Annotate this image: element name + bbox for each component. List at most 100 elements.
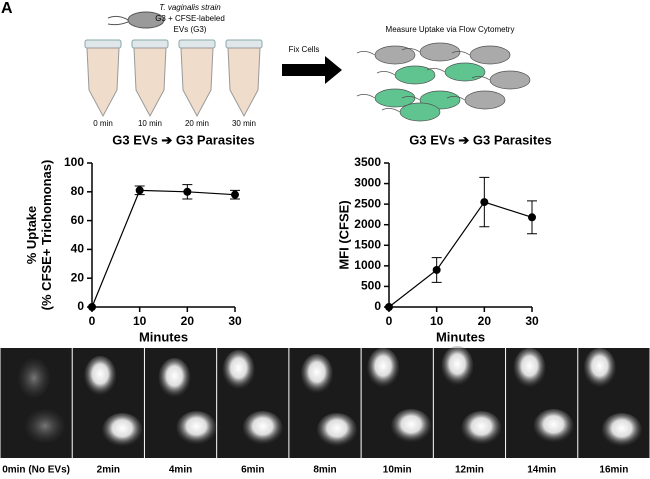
point <box>135 186 144 195</box>
flagella <box>376 71 396 76</box>
cell-image <box>316 413 357 447</box>
micrograph-label: 8min <box>313 465 336 476</box>
panel-label: A <box>1 0 13 17</box>
cell-image <box>441 346 474 386</box>
x-tick-label: 30 <box>228 314 242 328</box>
cell-image <box>84 356 117 396</box>
y-tick-label: 0 <box>374 299 381 313</box>
cell-image <box>583 348 616 388</box>
x-tick-label: 10 <box>133 314 147 328</box>
y-tick-label: 3500 <box>354 155 381 169</box>
y-tick-label: 2000 <box>354 217 381 231</box>
strain-text: G3 + CFSE-labeled <box>155 14 225 23</box>
micrograph-label: 6min <box>241 465 264 476</box>
x-axis-label: Minutes <box>139 329 188 344</box>
tubes: 0 min 10 min 20 min 30 min <box>84 39 263 128</box>
cell-image <box>222 350 255 390</box>
y-tick-label: 20 <box>71 270 85 284</box>
x-tick-label: 0 <box>386 314 393 328</box>
point <box>183 187 192 196</box>
flagella <box>451 51 471 56</box>
y-tick-label: 80 <box>71 184 85 198</box>
x-tick-label: 10 <box>430 314 444 328</box>
cell <box>394 65 436 85</box>
tube <box>180 47 214 118</box>
y-tick-label: 1500 <box>354 237 381 251</box>
micrograph-label: 16min <box>599 465 628 476</box>
flagella <box>426 68 446 73</box>
micrograph-label: 14min <box>527 465 556 476</box>
cell <box>399 102 441 122</box>
flagella <box>381 108 401 113</box>
strain-text: T. vaginalis strain <box>159 3 221 12</box>
y-tick-label: 0 <box>77 299 84 313</box>
micrograph-label: 4min <box>169 465 192 476</box>
cell-image <box>513 348 546 388</box>
tube-label: 20 min <box>185 119 209 128</box>
micrograph-label: 10min <box>383 465 412 476</box>
tube <box>227 47 261 118</box>
cell-image <box>367 348 400 388</box>
cell-image <box>176 411 217 445</box>
flagella <box>356 94 376 99</box>
flagella <box>401 96 421 101</box>
x-tick-label: 20 <box>478 314 492 328</box>
y-axis-label: (% CFSE+ Trichomonas) <box>39 160 54 311</box>
cell-image <box>158 358 191 398</box>
micrograph-label: 12min <box>455 465 484 476</box>
tube <box>86 47 120 118</box>
point <box>432 265 441 274</box>
cell-image <box>391 409 432 443</box>
flagella <box>446 96 466 101</box>
x-tick-label: 20 <box>181 314 195 328</box>
tube-cap <box>225 39 263 49</box>
chart-title: G3 EVs ➔ G3 Parasites <box>409 132 551 147</box>
y-tick-label: 1000 <box>354 258 381 272</box>
y-tick-label: 3000 <box>354 176 381 190</box>
cell <box>469 45 511 65</box>
strain-text: EVs (G3) <box>174 25 207 34</box>
x-tick-label: 30 <box>525 314 539 328</box>
point <box>88 303 96 311</box>
point <box>480 198 489 207</box>
y-tick-label: 40 <box>71 242 85 256</box>
cell-image <box>242 411 283 445</box>
y-tick-label: 100 <box>64 155 84 169</box>
tube-label: 10 min <box>138 119 162 128</box>
x-tick-label: 0 <box>89 314 96 328</box>
cell <box>464 90 506 110</box>
line <box>91 189 236 308</box>
tube-cap <box>84 39 122 49</box>
flagella <box>401 48 421 53</box>
cell-cluster <box>356 42 531 122</box>
schematic: 0 min 10 min 20 min 30 min <box>84 11 531 128</box>
y-axis-label: % Uptake <box>24 206 39 265</box>
point <box>528 213 536 222</box>
cell-image <box>25 409 65 443</box>
chart-title: G3 EVs ➔ G3 Parasites <box>112 132 254 147</box>
cell-image <box>102 413 143 447</box>
micrograph-label: 2min <box>97 465 120 476</box>
tube-cap <box>178 39 216 49</box>
cell-image <box>461 411 502 445</box>
point <box>231 190 239 199</box>
tube-cap <box>131 39 169 49</box>
cell <box>489 70 531 90</box>
measure-label: Measure Uptake via Flow Cytometry <box>386 25 515 34</box>
y-tick-label: 2500 <box>354 196 381 210</box>
cell-image <box>18 358 50 398</box>
y-axis-label: MFI (CFSE) <box>336 200 351 269</box>
cell-image <box>533 409 574 443</box>
cell-image <box>601 413 642 447</box>
micrograph-label: 0min (No EVs) <box>2 465 70 476</box>
point <box>385 303 393 311</box>
line <box>388 201 533 308</box>
tube-label: 0 min <box>93 119 113 128</box>
flagella <box>356 51 376 56</box>
tube <box>133 47 167 118</box>
y-tick-label: 60 <box>71 213 85 227</box>
flagella <box>471 76 491 81</box>
tube-label: 30 min <box>232 119 256 128</box>
arrow-label: Fix Cells <box>289 45 320 54</box>
